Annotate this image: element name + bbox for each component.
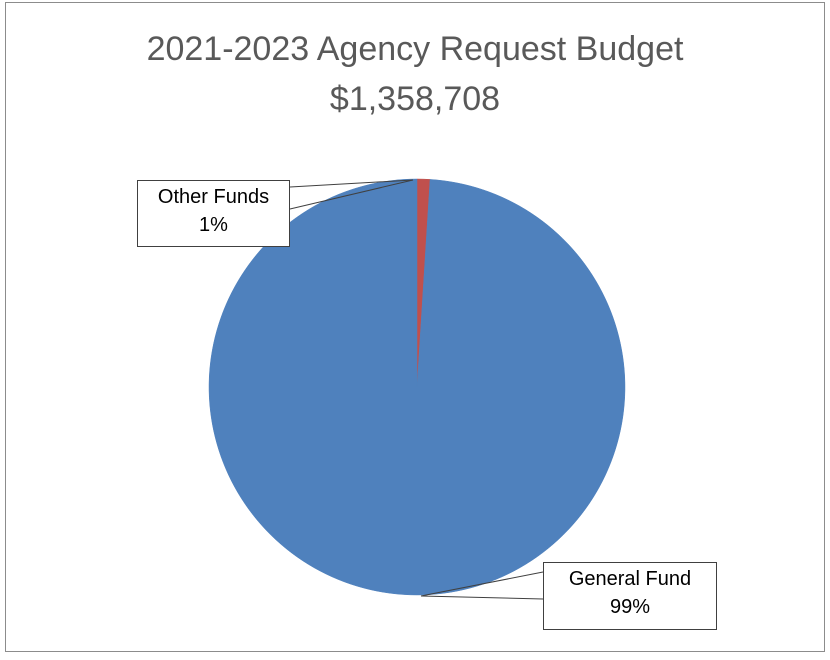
pie-slice-general-fund [208,178,626,596]
chart-title-block: 2021-2023 Agency Request Budget $1,358,7… [0,24,830,124]
chart-title: 2021-2023 Agency Request Budget [146,30,684,68]
data-label-other-funds-percent: 1% [199,214,228,236]
data-label-general-fund-name: General Fund [568,568,692,590]
leader-line-other-funds-lower [289,179,414,210]
data-label-other-funds-name: Other Funds [157,186,270,208]
leader-line-general-fund [420,571,544,597]
data-label-general-fund: General Fund 99% [543,562,717,630]
leader-line-general-fund-lower [420,595,544,600]
chart-subtitle: $1,358,708 [329,80,501,118]
data-label-general-fund-percent: 99% [609,596,651,618]
data-label-other-funds: Other Funds 1% [137,180,290,247]
leader-line-other-funds [289,179,414,188]
